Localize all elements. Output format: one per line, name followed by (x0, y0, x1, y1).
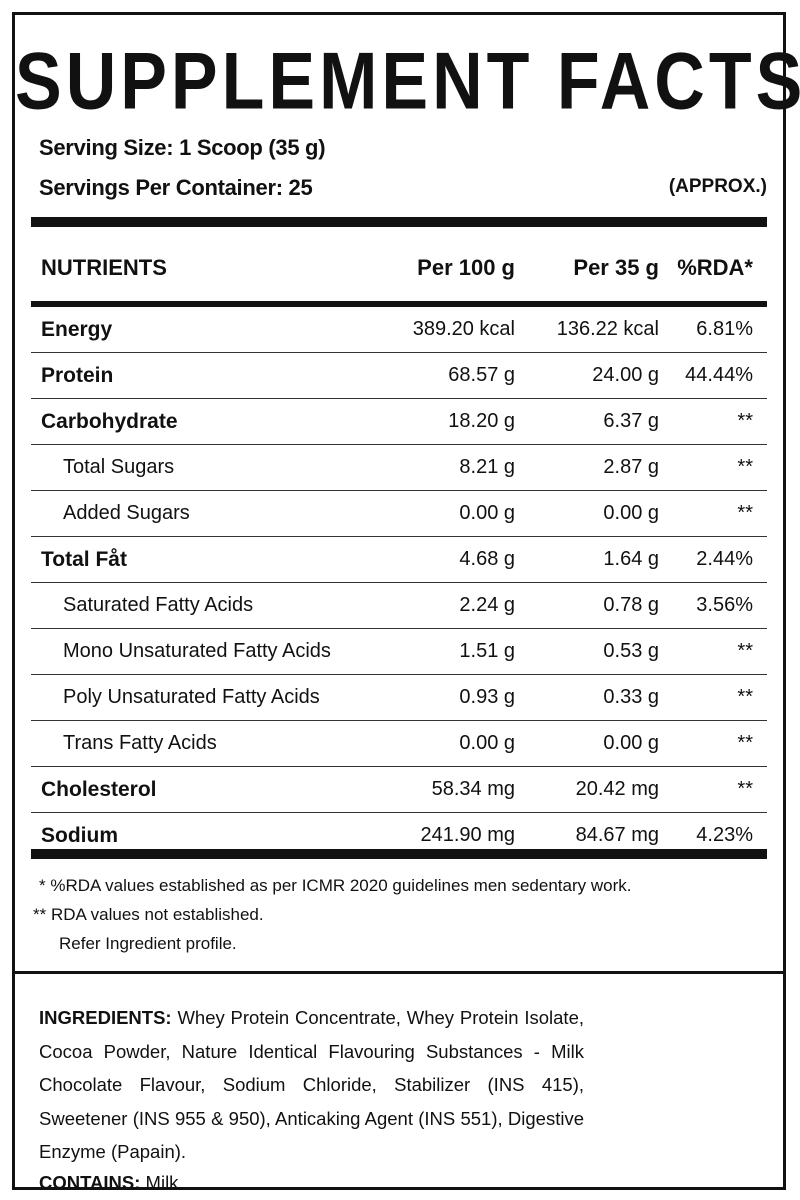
top-thick-divider (31, 217, 767, 227)
ingredients-text: Whey Protein Concentrate, Whey Protein I… (39, 1007, 584, 1162)
approx-note: (APPROX.) (668, 176, 767, 197)
per-100g-value: 2.24 g (347, 582, 519, 629)
contains-text: Milk. (145, 1172, 184, 1193)
supplement-facts-label: SUPPLEMENT FACTS Serving Size: 1 Scoop (… (12, 12, 800, 1193)
per-100g-value: 0.93 g (347, 674, 519, 721)
per-35g-value: 24.00 g (519, 352, 661, 399)
table-row: Protein 68.57 g 24.00 g 44.44% (31, 352, 767, 399)
table-header-row: NUTRIENTS Per 100 g Per 35 g %RDA* (31, 235, 767, 307)
header-per-100g: Per 100 g (347, 235, 519, 307)
nutrient-name: Protein (31, 352, 347, 399)
table-row: Saturated Fatty Acids 2.24 g 0.78 g 3.56… (31, 582, 767, 629)
table-row: Sodium 241.90 mg 84.67 mg 4.23% (31, 813, 767, 859)
per-35g-value: 2.87 g (519, 444, 661, 491)
nutrient-name: Carbohydrate (31, 398, 347, 445)
header-per-35g: Per 35 g (519, 235, 661, 307)
per-35g-value: 84.67 mg (575, 824, 659, 846)
table-row: Trans Fatty Acids 0.00 g 0.00 g ** (31, 720, 767, 767)
table-row: Total Fåt 4.68 g 1.64 g 2.44% (31, 536, 767, 583)
per-100g-value: 389.20 kcal (347, 304, 519, 353)
per-35g-value: 0.33 g (519, 674, 661, 721)
per-35g-value: 20.42 mg (519, 766, 661, 813)
per-100g-value: 1.51 g (347, 628, 519, 675)
per-100g-value: 0.00 g (347, 490, 519, 537)
nutrient-name: Trans Fatty Acids (31, 720, 347, 767)
rda-value: ** (661, 490, 767, 537)
per-100g-value: 18.20 g (347, 398, 519, 445)
footnote-refer: Refer Ingredient profile. (59, 934, 237, 953)
rda-value: ** (661, 398, 767, 445)
ingredients-label: INGREDIENTS: (39, 1007, 172, 1028)
contains-label: CONTAINS: (39, 1172, 141, 1193)
rda-value: ** (661, 674, 767, 721)
per-100g-value: 68.57 g (347, 352, 519, 399)
per-35g-value: 6.37 g (519, 398, 661, 445)
ingredients-divider (15, 971, 783, 974)
rda-value: ** (661, 444, 767, 491)
rda-value: 6.81% (661, 304, 767, 353)
ingredients-block: INGREDIENTS: Whey Protein Concentrate, W… (39, 1001, 584, 1169)
panel-title: SUPPLEMENT FACTS (15, 35, 800, 126)
nutrient-name: Cholesterol (31, 766, 347, 813)
header-nutrients: NUTRIENTS (31, 235, 347, 307)
rda-value: 4.23% (696, 824, 753, 846)
nutrient-name: Saturated Fatty Acids (31, 582, 347, 629)
per-100g-value: 8.21 g (347, 444, 519, 491)
contains-line: CONTAINS: Milk. (39, 1170, 184, 1196)
nutrient-name: Poly Unsaturated Fatty Acids (31, 674, 347, 721)
per-100g-value: 241.90 mg (420, 824, 515, 846)
table-row: Cholesterol 58.34 mg 20.42 mg ** (31, 766, 767, 813)
rda-value: 2.44% (661, 536, 767, 583)
per-100g-value: 58.34 mg (347, 766, 519, 813)
nutrient-name: Sodium (41, 823, 118, 847)
per-35g-value: 1.64 g (519, 536, 661, 583)
per-35g-value: 0.78 g (519, 582, 661, 629)
nutrient-name: Total Fåt (31, 536, 347, 583)
per-35g-value: 136.22 kcal (519, 304, 661, 353)
footnote-rda: * %RDA values established as per ICMR 20… (39, 876, 632, 895)
table-row: Mono Unsaturated Fatty Acids 1.51 g 0.53… (31, 628, 767, 675)
servings-per-container: Servings Per Container: 25 (39, 175, 313, 200)
nutrient-table: NUTRIENTS Per 100 g Per 35 g %RDA* Energ… (31, 235, 767, 858)
rda-value: ** (661, 766, 767, 813)
header-rda: %RDA* (661, 235, 767, 307)
per-100g-value: 0.00 g (347, 720, 519, 767)
per-35g-value: 0.00 g (519, 720, 661, 767)
nutrient-name: Mono Unsaturated Fatty Acids (31, 628, 347, 675)
rda-value: 44.44% (661, 352, 767, 399)
table-row: Energy 389.20 kcal 136.22 kcal 6.81% (31, 304, 767, 353)
bottom-thick-divider (31, 849, 767, 859)
rda-value: ** (661, 628, 767, 675)
nutrient-name: Total Sugars (31, 444, 347, 491)
per-100g-value: 4.68 g (347, 536, 519, 583)
table-row: Total Sugars 8.21 g 2.87 g ** (31, 444, 767, 491)
table-row: Poly Unsaturated Fatty Acids 0.93 g 0.33… (31, 674, 767, 721)
per-35g-value: 0.00 g (519, 490, 661, 537)
serving-size: Serving Size: 1 Scoop (35 g) (39, 135, 326, 160)
rda-value: 3.56% (661, 582, 767, 629)
per-35g-value: 0.53 g (519, 628, 661, 675)
table-row: Carbohydrate 18.20 g 6.37 g ** (31, 398, 767, 445)
nutrient-name: Added Sugars (31, 490, 347, 537)
footnote-not-established: ** RDA values not established. (33, 905, 264, 924)
rda-value: ** (661, 720, 767, 767)
table-row: Added Sugars 0.00 g 0.00 g ** (31, 490, 767, 537)
nutrient-name: Energy (31, 304, 347, 353)
